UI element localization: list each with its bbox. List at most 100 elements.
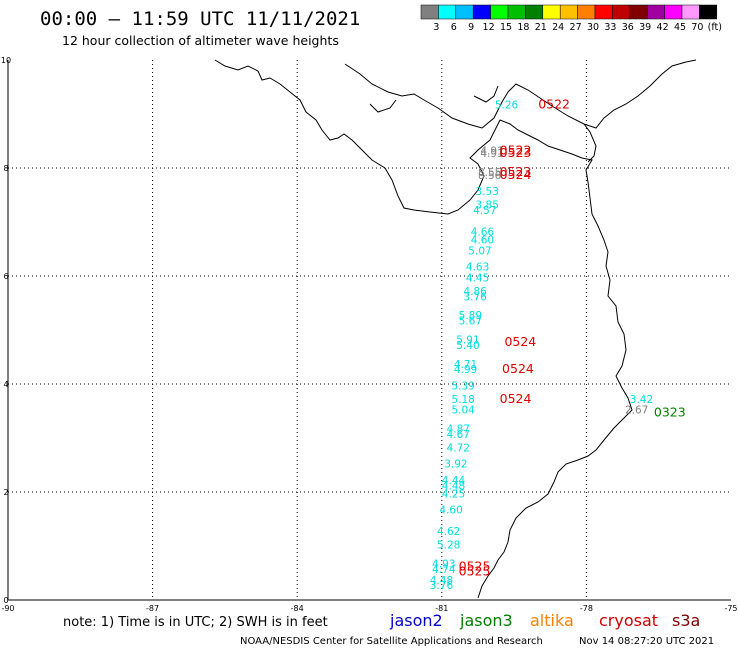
legend-label: 24 xyxy=(552,22,564,33)
wave-height-value: 5.89 xyxy=(459,310,482,322)
wave-height-value: 5.18 xyxy=(451,394,474,406)
y-tick-label: 8 xyxy=(3,164,8,173)
pass-time-label: 0323 xyxy=(654,404,686,419)
lat-lon-grid: -90 -87 -84 -81 -78 -75 10 8 6 4 2 0 xyxy=(1,56,738,613)
satellite-label-jason3: jason3 xyxy=(459,611,513,630)
pass-time-label: 0523 xyxy=(500,145,532,160)
altimeter-track-values: 5.264.914.918.558.563.533.854.574.664.60… xyxy=(430,100,653,593)
wave-height-value: 4.91 xyxy=(480,148,503,160)
legend-swatch xyxy=(472,4,491,20)
wave-height-value: 4.74 xyxy=(432,564,456,576)
wave-height-value: 8.55 xyxy=(478,167,501,179)
satellite-label-s3a: s3a xyxy=(672,611,700,630)
pass-time-label: 0525 xyxy=(459,558,491,573)
legend-label: 27 xyxy=(570,22,582,33)
satellite-label-cryosat: cryosat xyxy=(599,611,658,630)
legend-label: 15 xyxy=(500,22,512,33)
wave-height-value: 4.45 xyxy=(466,272,489,284)
legend-swatch xyxy=(629,4,648,20)
legend-label: 30 xyxy=(587,22,599,33)
pass-time-label: 0522 xyxy=(500,143,532,158)
legend-label: 21 xyxy=(535,22,547,33)
x-tick-label: -87 xyxy=(146,604,159,613)
pass-time-label: 0524 xyxy=(500,167,532,182)
wave-height-value: 4.86 xyxy=(463,286,487,298)
legend-swatch xyxy=(681,4,700,20)
wave-height-value: 4.60 xyxy=(439,505,462,517)
wave-height-value: 4.67 xyxy=(447,429,470,441)
wave-height-value: 3.85 xyxy=(476,200,499,212)
legend-label: 6 xyxy=(451,22,457,33)
credit-text: NOAA/NESDIS Center for Satellite Applica… xyxy=(240,636,543,647)
wave-height-value: 4.87 xyxy=(447,424,470,436)
legend-swatch xyxy=(490,4,509,20)
wave-height-value: 5.28 xyxy=(437,540,460,552)
coastline xyxy=(214,59,697,599)
plot-title: 00:00 – 11:59 UTC 11/11/2021 xyxy=(40,8,360,30)
legend-swatch xyxy=(455,4,474,20)
panama-colombia-coastline xyxy=(214,59,633,599)
legend-label: 9 xyxy=(468,22,474,33)
legend-label: 33 xyxy=(604,22,616,33)
wave-height-value: 3.76 xyxy=(430,580,454,592)
pass-time-label: 0524 xyxy=(500,391,532,406)
pass-time-labels: 0522052205230523052405240524052405250525… xyxy=(459,97,686,579)
legend-label: 45 xyxy=(674,22,686,33)
wave-height-value: 5.39 xyxy=(451,380,474,392)
plot-subtitle: 12 hour collection of altimeter wave hei… xyxy=(62,33,339,48)
wave-height-value: 4.48 xyxy=(430,575,453,587)
legend-swatch xyxy=(664,4,683,20)
pass-time-label: 0522 xyxy=(538,97,570,112)
wave-height-value: 3.76 xyxy=(463,291,487,303)
x-tick-label: -81 xyxy=(435,604,448,613)
y-tick-label: 10 xyxy=(1,56,11,65)
wave-height-value: 5.07 xyxy=(468,245,491,257)
legend-swatch xyxy=(559,4,578,20)
azuero-peninsula-coast xyxy=(369,85,499,113)
footnote: note: 1) Time is in UTC; 2) SWH is in fe… xyxy=(63,615,328,630)
pass-time-label: 0524 xyxy=(502,361,534,376)
wave-height-value: 4.60 xyxy=(471,235,494,247)
wave-height-value: 4.48 xyxy=(442,480,465,492)
wave-height-value: 3.92 xyxy=(444,459,467,471)
legend-swatch xyxy=(646,4,665,20)
wave-height-color-legend: 3 6 9 12 15 18 21 24 27 30 33 36 39 42 45 70 (ft) xyxy=(420,4,722,33)
legend-label: 36 xyxy=(622,22,634,33)
wave-height-value: 5.67 xyxy=(459,316,482,328)
wave-height-value: 4.91 xyxy=(480,146,503,158)
y-tick-label: 0 xyxy=(3,596,8,605)
wave-height-value: 4.57 xyxy=(473,205,496,217)
legend-label: 70 xyxy=(691,22,703,33)
wave-height-value: 4.63 xyxy=(466,262,489,274)
legend-label: 3 xyxy=(433,22,439,33)
x-tick-label: -78 xyxy=(580,604,593,613)
legend-swatch xyxy=(525,4,544,20)
legend-swatch xyxy=(420,4,439,20)
x-tick-label: -90 xyxy=(1,604,14,613)
legend-unit: (ft) xyxy=(708,22,722,33)
x-tick-label: -75 xyxy=(724,604,737,613)
legend-label: 18 xyxy=(517,22,529,33)
wave-height-value: 5.26 xyxy=(495,100,519,112)
y-tick-label: 4 xyxy=(3,380,8,389)
wave-height-value: 4.93 xyxy=(432,559,455,571)
legend-swatch xyxy=(507,4,526,20)
wave-height-value: 5.04 xyxy=(451,405,475,417)
legend-swatch xyxy=(438,4,457,20)
wave-height-value: 2.67 xyxy=(625,405,648,417)
pass-time-label: 0523 xyxy=(500,164,532,179)
wave-height-value: 4.66 xyxy=(471,227,495,239)
y-tick-label: 6 xyxy=(3,272,8,281)
wave-height-value: 4.99 xyxy=(454,364,477,376)
legend-swatch xyxy=(699,4,718,20)
x-tick-label: -84 xyxy=(291,604,304,613)
legend-swatch xyxy=(542,4,561,20)
timestamp-text: Nov 14 08:27:20 UTC 2021 xyxy=(579,636,714,647)
legend-swatch xyxy=(612,4,631,20)
pass-time-label: 0525 xyxy=(459,564,491,579)
wave-height-value: 5.91 xyxy=(456,335,479,347)
legend-label: 42 xyxy=(657,22,669,33)
gulf-of-uraba-coast xyxy=(583,123,597,163)
